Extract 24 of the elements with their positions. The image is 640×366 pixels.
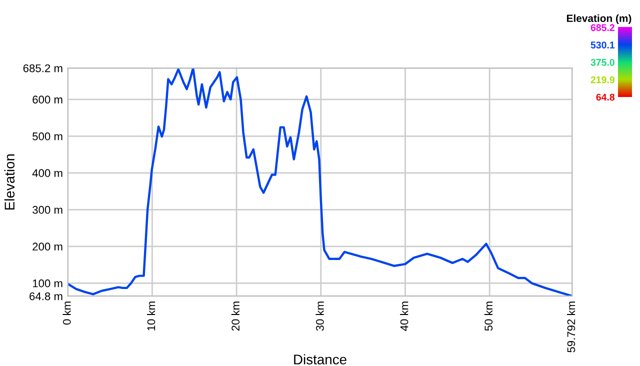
x-tick-label: 40 km	[400, 302, 408, 331]
color-bar-label: 375.0	[590, 58, 614, 66]
line-series	[68, 68, 572, 296]
y-tick-label: 200 m	[32, 242, 62, 251]
x-tick-label: 59.792 km	[566, 302, 576, 352]
x-tick-label: 0 km	[62, 302, 71, 325]
y-tick-label: 500 m	[32, 132, 62, 140]
y-tick-label: 100 m	[32, 279, 62, 288]
color-bar-label: 219.9	[590, 76, 614, 84]
x-tick-label: 30 km	[316, 302, 324, 331]
x-axis-title: Distance	[294, 354, 346, 364]
x-tick-label: 10 km	[147, 302, 156, 330]
color-bar-title: Elevation (m)	[566, 14, 632, 24]
y-tick-label: 600 m	[32, 96, 62, 104]
y-tick-label: 300 m	[32, 206, 62, 214]
x-tick-label: 50 km	[484, 302, 493, 331]
color-bar-label: 685.2	[590, 24, 614, 32]
color-bar-label: 64.8	[596, 94, 615, 101]
y-tick-label: 400 m	[32, 169, 62, 178]
y-tick-label: 685.2 m	[23, 64, 62, 72]
color-bar-label: 530.1	[590, 42, 615, 48]
y-axis-title: Elevation	[4, 154, 15, 210]
x-tick-label: 20 km	[231, 302, 240, 331]
y-tick-label: 64.8 m	[30, 292, 62, 300]
